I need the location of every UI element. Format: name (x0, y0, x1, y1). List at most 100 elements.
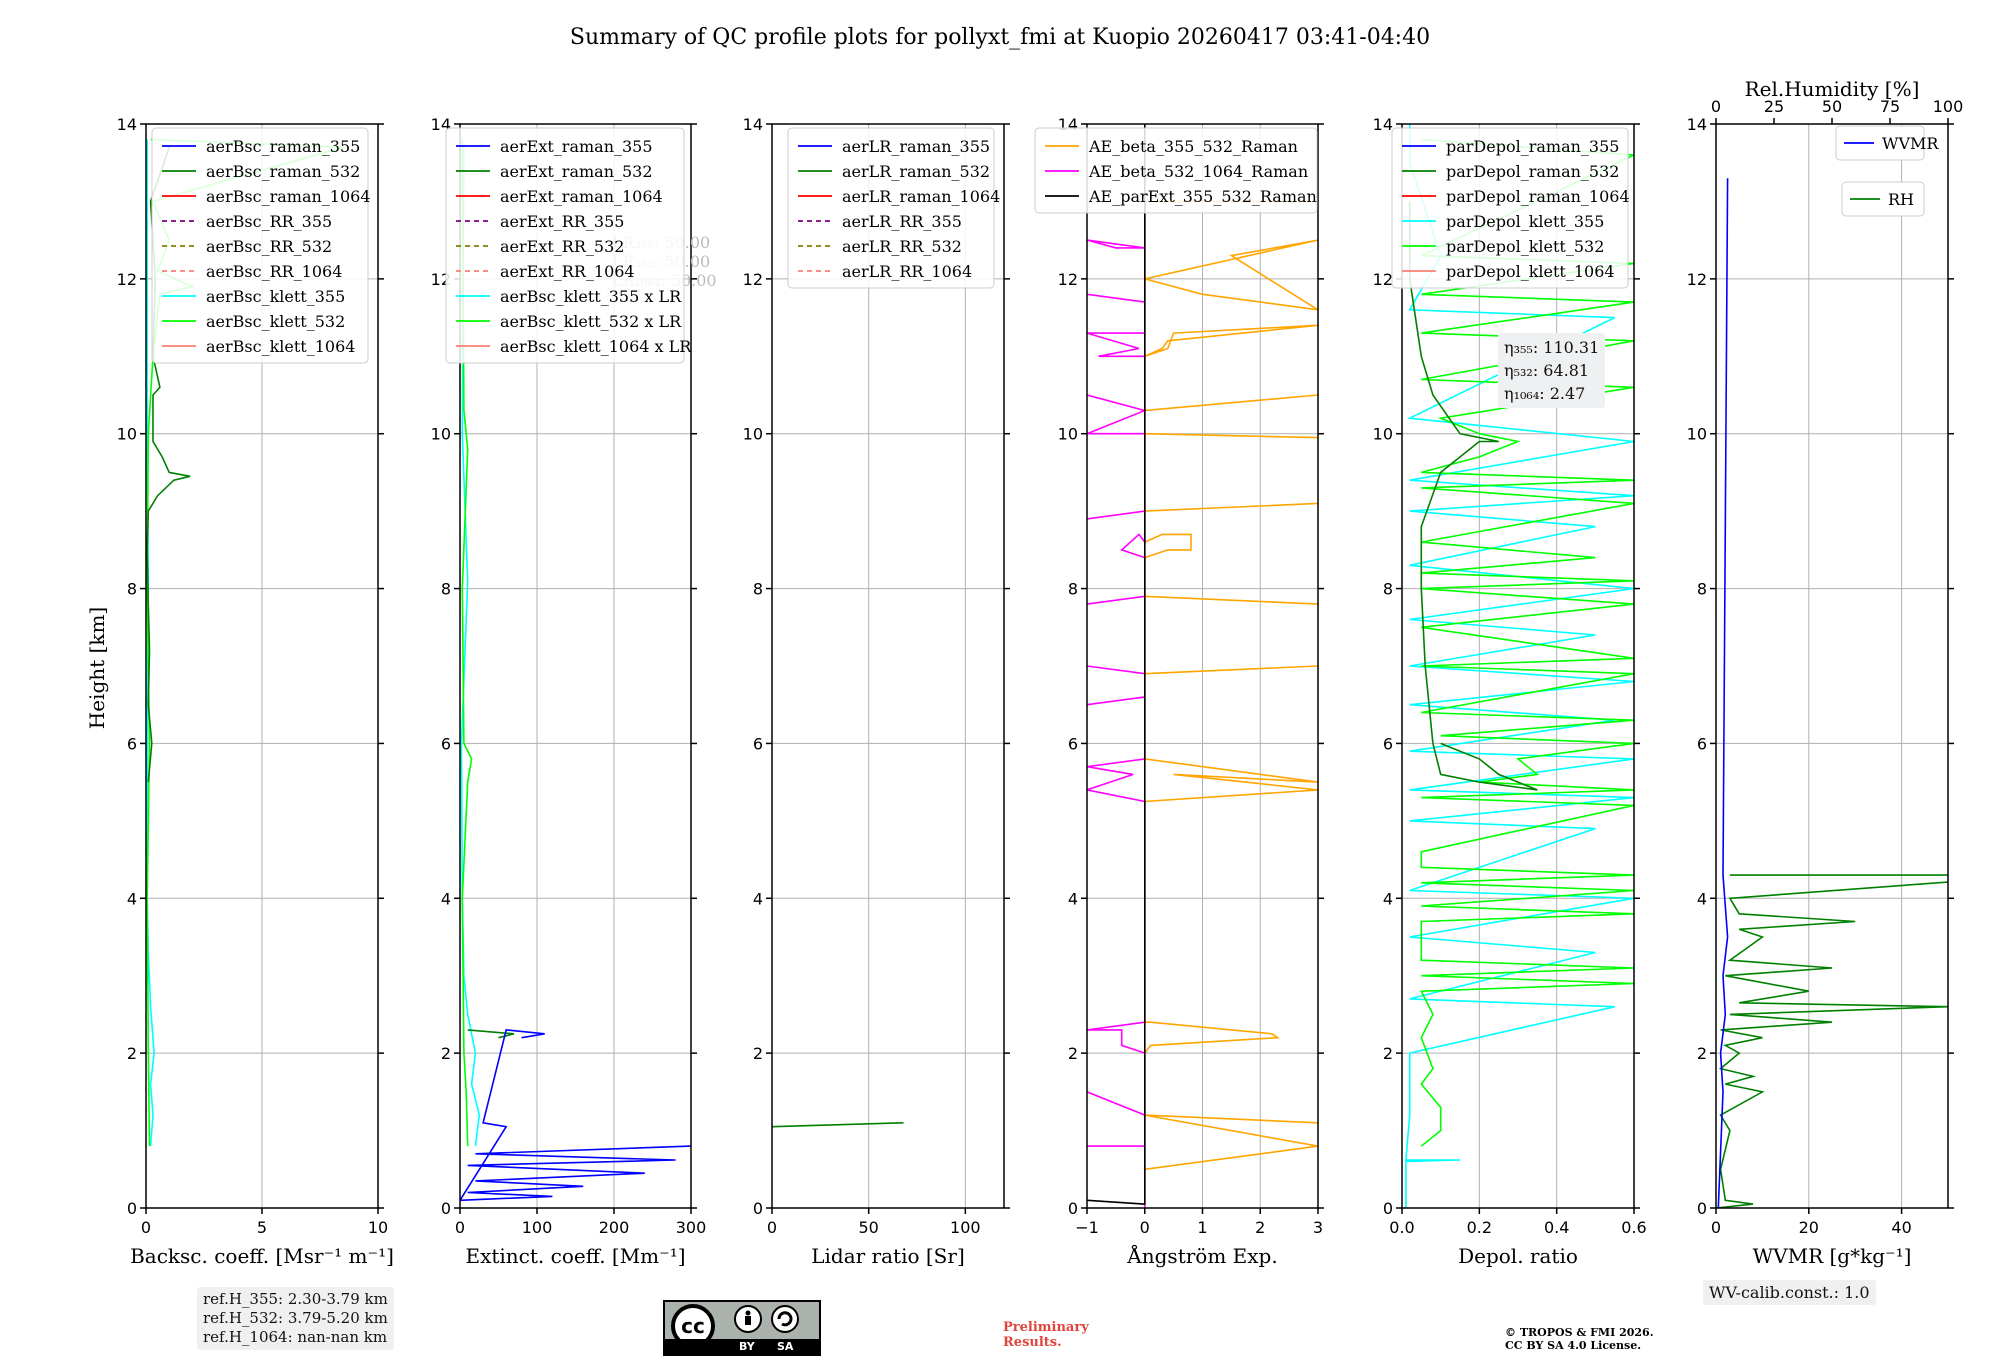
y-tick-label: 0 (1697, 1199, 1707, 1218)
x-tick-label: 0 (767, 1218, 777, 1237)
y-tick-label: 8 (753, 580, 763, 599)
y-tick-label: 0 (127, 1199, 137, 1218)
legend-entry: aerBsc_RR_355 (206, 212, 332, 231)
legend-box (1391, 127, 1629, 289)
legend-entry: parDepol_klett_1064 (1446, 262, 1615, 281)
series-parDepol_raman_532 (1408, 201, 1538, 791)
y-tick-label: 10 (743, 425, 763, 444)
copyright-note: © TROPOS & FMI 2026. CC BY SA 4.0 Licens… (1505, 1326, 1654, 1352)
axes-frame (459, 123, 692, 1209)
legend-entry: aerLR_raman_355 (842, 137, 990, 156)
y-tick-label: 8 (441, 580, 451, 599)
y-tick-label: 4 (1068, 889, 1078, 908)
top-tick-label: 50 (1822, 97, 1842, 116)
y-tick-label: 2 (1383, 1044, 1393, 1063)
x-tick-label: 10 (368, 1218, 388, 1237)
y-tick-label: 6 (441, 734, 451, 753)
y-tick-label: 6 (1068, 734, 1078, 753)
eta-355: η₃₅₅: 110.31 (1504, 338, 1600, 357)
y-tick-label: 12 (117, 270, 137, 289)
legend-entry: aerBsc_raman_355 (206, 137, 360, 156)
legend-entry: aerExt_RR_355 (500, 212, 624, 231)
series-aerExt_raman_532 (467, 1029, 515, 1039)
x-tick-label: 0 (141, 1218, 151, 1237)
y-tick-label: 10 (117, 425, 137, 444)
x-axis-label: Extinct. coeff. [Mm⁻¹] (465, 1244, 685, 1268)
axes-frame (145, 123, 379, 1209)
series-WVMR (1717, 178, 1729, 1208)
preliminary-line-2: Results. (1003, 1335, 1062, 1350)
y-tick-label: 4 (753, 889, 763, 908)
legend-entry: aerLR_raman_1064 (842, 187, 1000, 206)
wv-calib-const: WV-calib.const.: 1.0 (1709, 1283, 1870, 1302)
x-tick-label: 100 (522, 1218, 553, 1237)
axes-frame (1715, 123, 1949, 1209)
legend-entry: parDepol_raman_1064 (1446, 187, 1630, 206)
x-tick-label: 40 (1891, 1218, 1911, 1237)
x-tick-label: 3 (1313, 1218, 1323, 1237)
legend-entry: aerLR_RR_532 (842, 237, 962, 256)
legend-entry: aerExt_RR_1064 (500, 262, 635, 281)
axes-frame (1401, 123, 1635, 1209)
cc-license-badge: cc BY SA (663, 1300, 821, 1356)
legend-entry: aerBsc_klett_355 (206, 287, 345, 306)
y-tick-label: 14 (117, 115, 137, 134)
legend-entry: AE_beta_355_532_Raman (1088, 137, 1298, 156)
series-parDepol_klett_532 (1420, 138, 1634, 1147)
legend-entry: parDepol_raman_532 (1446, 162, 1619, 181)
legend-entry: aerLR_RR_355 (842, 212, 962, 231)
y-tick-label: 0 (753, 1199, 763, 1218)
legend-entry: aerBsc_raman_532 (206, 162, 360, 181)
legend-entry: aerBsc_RR_532 (206, 237, 332, 256)
preliminary-line-1: Preliminary (1003, 1320, 1089, 1335)
axes-frame (771, 123, 1005, 1209)
ref-height-1064: ref.H_1064: nan-nan km (203, 1328, 388, 1346)
sa-share-icon (771, 1305, 799, 1333)
legend-box (1841, 181, 1925, 217)
legend-entry: aerBsc_klett_532 (206, 312, 345, 331)
legend-box (787, 127, 995, 289)
x-tick-label: 0.6 (1621, 1218, 1646, 1237)
legend-entry: aerExt_RR_532 (500, 237, 624, 256)
y-tick-label: 10 (1058, 425, 1078, 444)
x-axis-label: WVMR [g*kg⁻¹] (1753, 1244, 1912, 1268)
y-tick-label: 2 (1068, 1044, 1078, 1063)
x-tick-label: 20 (1799, 1218, 1819, 1237)
series-aerExt_raman_355 (460, 1029, 691, 1202)
legend-entry: parDepol_raman_355 (1446, 137, 1619, 156)
x-tick-label: 50 (858, 1218, 878, 1237)
legend-entry: aerLR_raman_532 (842, 162, 990, 181)
y-axis-label: Height [km] (85, 607, 109, 729)
x-tick-label: 0.2 (1467, 1218, 1492, 1237)
y-tick-label: 10 (1373, 425, 1393, 444)
y-tick-label: 4 (1383, 889, 1393, 908)
y-tick-label: 2 (127, 1044, 137, 1063)
cc-letters: cc (681, 1314, 705, 1338)
x-tick-label: 0 (455, 1218, 465, 1237)
panel-backscatter: 0 2 4 6 8 10 12 14 0 5 10 Backsc. coeff. [Msr⁻¹ m⁻¹… (117, 115, 394, 1268)
legend-entry: WVMR (1882, 134, 1939, 153)
x-tick-label: 200 (599, 1218, 630, 1237)
legend-box (1835, 125, 1925, 161)
series-AE_beta_532_1064_Raman (1087, 201, 1148, 1208)
y-tick-label: 6 (1383, 734, 1393, 753)
legend-entry: aerExt_raman_1064 (500, 187, 663, 206)
eta-box: η₃₅₅: 110.31 η₅₃₂: 64.81 η₁₀₆₄: 2.47 (1498, 333, 1606, 408)
y-tick-label: 8 (1383, 580, 1393, 599)
cc-logo-icon: cc (671, 1304, 799, 1348)
y-tick-label: 8 (1697, 580, 1707, 599)
y-tick-label: 6 (127, 734, 137, 753)
wv-calib-box: WV-calib.const.: 1.0 (1703, 1280, 1876, 1305)
y-tick-label: 0 (1068, 1199, 1078, 1218)
x-axis-label: Backsc. coeff. [Msr⁻¹ m⁻¹] (130, 1244, 394, 1268)
top-tick-label: 100 (1933, 97, 1964, 116)
legend-entry: parDepol_klett_355 (1446, 212, 1604, 231)
top-axis-label: Rel.Humidity [%] (1745, 77, 1920, 101)
legend-entry: aerBsc_klett_532 x LR (500, 312, 682, 331)
eta-532: η₅₃₂: 64.81 (1504, 361, 1590, 380)
y-tick-label: 4 (1697, 889, 1707, 908)
y-tick-label: 12 (743, 270, 763, 289)
panel-depol: 0 2 4 6 8 10 12 14 0.0 0.2 0.4 0.6 Depol. ratio parDe… (1373, 115, 1647, 1268)
cc-by-label: BY (739, 1340, 755, 1353)
